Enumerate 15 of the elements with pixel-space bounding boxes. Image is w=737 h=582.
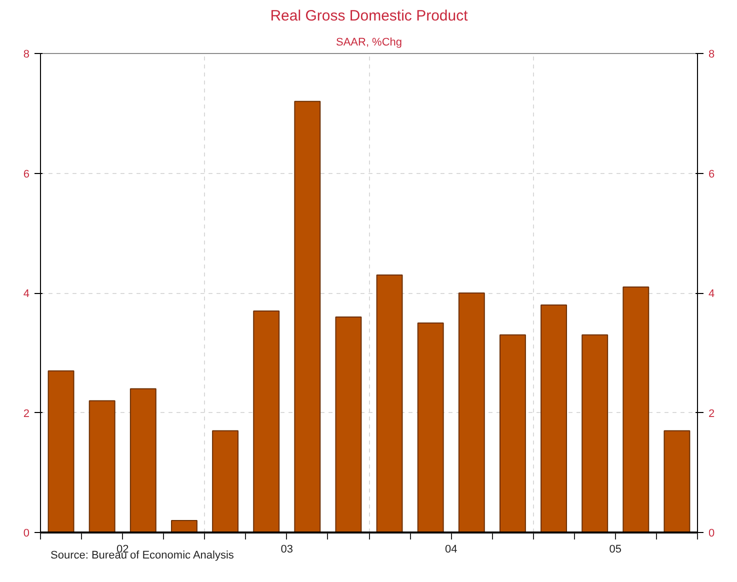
y2-tick-label: 2 (708, 408, 715, 420)
chart-title: Real Gross Domestic Product (270, 8, 469, 24)
chart-subtitle: SAAR, %Chg (336, 36, 402, 48)
y-tick-label: 8 (23, 48, 30, 60)
y-tick-label: 2 (23, 408, 30, 420)
y-tick-label: 6 (23, 168, 30, 180)
y-tick-label: 4 (23, 288, 30, 300)
y2-tick-label: 0 (708, 528, 715, 540)
x-tick-label: 04 (445, 544, 458, 556)
y-tick-label: 0 (23, 528, 30, 540)
x-tick-label: 03 (280, 544, 294, 556)
y2-tick-label: 4 (708, 288, 715, 300)
y2-tick-label: 6 (708, 168, 715, 180)
y2-tick-label: 8 (708, 48, 715, 60)
x-tick-label: 05 (609, 544, 622, 556)
